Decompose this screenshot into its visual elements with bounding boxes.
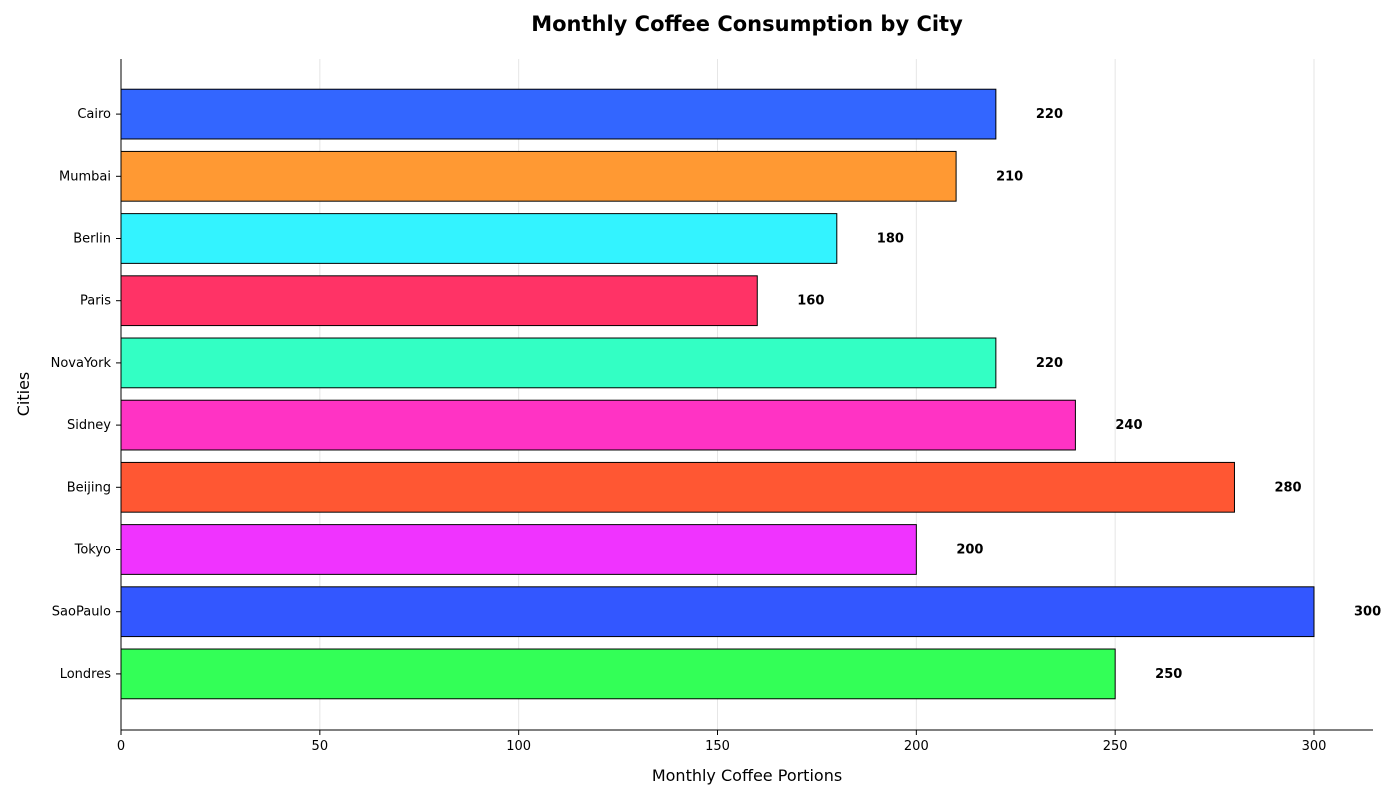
x-axis-ticks: 0 50 100 150 200 250 300 bbox=[117, 730, 1327, 754]
data-label-berlin: 180 bbox=[877, 232, 904, 247]
data-label-sidney: 240 bbox=[1115, 418, 1142, 433]
chart-title: Monthly Coffee Consumption by City bbox=[531, 12, 963, 36]
data-label-cairo: 220 bbox=[1036, 107, 1063, 122]
x-tick-label: 100 bbox=[506, 739, 531, 754]
y-tick-label-beijing: Beijing bbox=[67, 480, 111, 495]
data-labels: 250 300 200 280 240 220 160 180 210 220 bbox=[797, 107, 1381, 682]
y-tick-label-berlin: Berlin bbox=[73, 232, 111, 247]
y-tick-label-mumbai: Mumbai bbox=[59, 169, 111, 184]
y-tick-label-saopaulo: SaoPaulo bbox=[52, 605, 111, 620]
bar-saopaulo bbox=[120, 586, 1315, 638]
x-tick-label: 50 bbox=[312, 739, 329, 754]
y-axis-label: Cities bbox=[14, 372, 33, 417]
y-tick-label-cairo: Cairo bbox=[77, 107, 111, 122]
bar-londres bbox=[120, 648, 1116, 700]
x-tick-label: 250 bbox=[1103, 739, 1128, 754]
x-tick-label: 150 bbox=[705, 739, 730, 754]
y-axis-ticks: Londres SaoPaulo Tokyo Beijing Sidney NovaYor… bbox=[51, 107, 121, 682]
y-tick-label-sidney: Sidney bbox=[67, 418, 111, 433]
y-tick-label-londres: Londres bbox=[60, 667, 112, 682]
data-label-tokyo: 200 bbox=[956, 543, 983, 558]
data-label-novayork: 220 bbox=[1036, 356, 1063, 371]
bar-cairo bbox=[120, 88, 997, 140]
bar-beijing bbox=[120, 461, 1235, 513]
bar-paris bbox=[120, 275, 758, 327]
bar-novayork bbox=[120, 337, 997, 389]
y-tick-label-paris: Paris bbox=[80, 294, 111, 309]
x-tick-label: 300 bbox=[1302, 739, 1327, 754]
data-label-londres: 250 bbox=[1155, 667, 1182, 682]
x-tick-label: 200 bbox=[904, 739, 929, 754]
x-tick-label: 0 bbox=[117, 739, 125, 754]
bar-mumbai bbox=[120, 150, 957, 202]
bar-berlin bbox=[120, 213, 838, 264]
bar-sidney bbox=[120, 399, 1076, 451]
data-label-paris: 160 bbox=[797, 294, 824, 309]
bars bbox=[120, 88, 1315, 700]
y-tick-label-tokyo: Tokyo bbox=[74, 543, 111, 558]
y-tick-label-novayork: NovaYork bbox=[51, 356, 112, 371]
bar-tokyo bbox=[120, 524, 917, 575]
data-label-beijing: 280 bbox=[1274, 480, 1301, 495]
data-label-mumbai: 210 bbox=[996, 169, 1023, 184]
data-label-saopaulo: 300 bbox=[1354, 605, 1381, 620]
x-axis-label: Monthly Coffee Portions bbox=[652, 766, 842, 785]
